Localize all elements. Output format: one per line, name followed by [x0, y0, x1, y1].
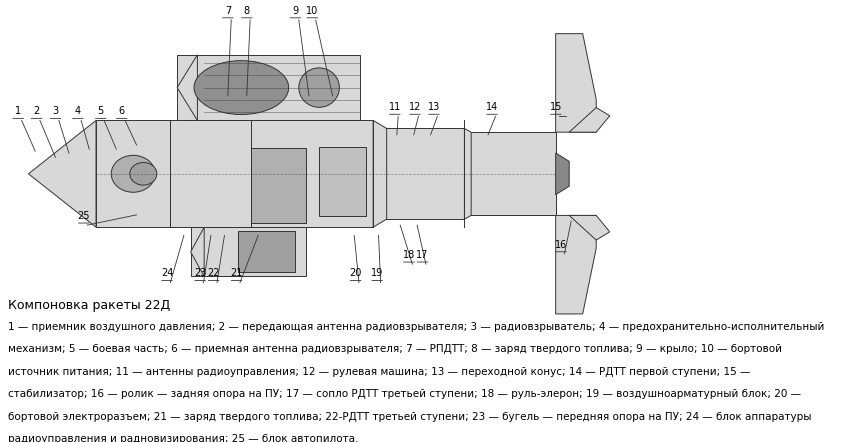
Text: 1 — приемник воздушного давления; 2 — передающая антенна радиовзрывателя; 3 — ра: 1 — приемник воздушного давления; 2 — пе… [8, 322, 825, 332]
Text: бортовой электроразъем; 21 — заряд твердого топлива; 22-РДТТ третьей ступени; 23: бортовой электроразъем; 21 — заряд тверд… [8, 412, 811, 422]
Text: 3: 3 [52, 107, 58, 116]
FancyBboxPatch shape [177, 55, 360, 120]
Text: радиоуправления и радновизирования; 25 — блок автопилота.: радиоуправления и радновизирования; 25 —… [8, 434, 359, 442]
Text: 9: 9 [293, 6, 299, 16]
Ellipse shape [111, 155, 155, 192]
Polygon shape [373, 120, 387, 227]
Text: 10: 10 [306, 6, 318, 16]
Ellipse shape [129, 163, 157, 185]
Polygon shape [569, 215, 610, 240]
Ellipse shape [194, 61, 288, 114]
Text: источник питания; 11 — антенны радиоуправления; 12 — рулевая машина; 13 — перехо: источник питания; 11 — антенны радиоупра… [8, 367, 750, 377]
Text: 18: 18 [403, 250, 415, 260]
Text: 22: 22 [207, 268, 220, 278]
FancyBboxPatch shape [238, 231, 295, 272]
Text: 2: 2 [33, 107, 40, 116]
Polygon shape [29, 120, 96, 227]
FancyBboxPatch shape [190, 227, 305, 276]
FancyBboxPatch shape [170, 120, 373, 227]
Polygon shape [464, 129, 471, 219]
Text: 8: 8 [244, 6, 250, 16]
Text: 25: 25 [78, 211, 91, 221]
Text: 24: 24 [161, 268, 173, 278]
Polygon shape [556, 34, 596, 132]
FancyBboxPatch shape [96, 120, 170, 227]
Text: 11: 11 [388, 102, 401, 112]
Polygon shape [569, 107, 610, 132]
Text: 7: 7 [225, 6, 231, 16]
Text: 21: 21 [230, 268, 243, 278]
Text: 13: 13 [428, 102, 440, 112]
Text: 4: 4 [74, 107, 81, 116]
FancyBboxPatch shape [319, 147, 366, 217]
Text: 17: 17 [416, 250, 429, 260]
Text: 19: 19 [371, 268, 383, 278]
FancyBboxPatch shape [464, 132, 556, 215]
Text: 20: 20 [349, 268, 362, 278]
Text: Компоновка ракеты 22Д: Компоновка ракеты 22Д [8, 299, 170, 312]
Text: 23: 23 [194, 268, 206, 278]
Text: механизм; 5 — боевая часть; 6 — приемная антенна радиовзрывателя; 7 — РПДТТ; 8 —: механизм; 5 — боевая часть; 6 — приемная… [8, 344, 783, 354]
Polygon shape [177, 55, 197, 120]
Text: 6: 6 [118, 107, 124, 116]
Text: стабилизатор; 16 — ролик — задняя опора на ПУ; 17 — сопло РДТТ третьей ступени; : стабилизатор; 16 — ролик — задняя опора … [8, 389, 801, 399]
Polygon shape [556, 215, 596, 314]
Text: 5: 5 [97, 107, 104, 116]
Polygon shape [190, 227, 204, 276]
Text: 14: 14 [486, 102, 498, 112]
Text: 12: 12 [409, 102, 421, 112]
Text: 15: 15 [549, 102, 562, 112]
Polygon shape [556, 153, 569, 194]
Text: 1: 1 [15, 107, 21, 116]
FancyBboxPatch shape [251, 149, 305, 223]
FancyBboxPatch shape [373, 129, 464, 219]
Text: 16: 16 [555, 240, 567, 250]
Ellipse shape [299, 68, 339, 107]
